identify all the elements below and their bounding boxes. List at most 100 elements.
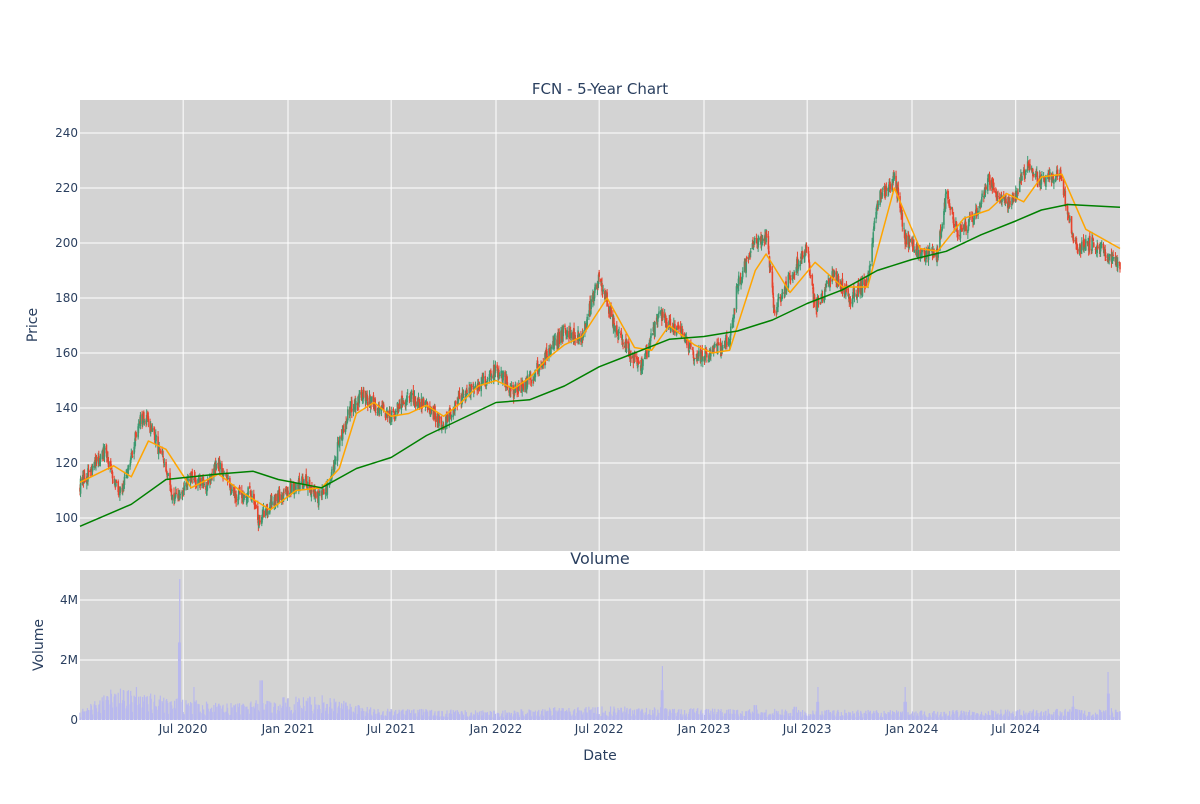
volume-bar <box>503 717 504 720</box>
volume-bar <box>850 712 851 720</box>
volume-bar <box>224 713 225 720</box>
volume-bar <box>682 714 683 720</box>
price-y-tick-label: 180 <box>55 291 78 305</box>
candle <box>207 480 209 486</box>
volume-bar <box>108 700 109 720</box>
volume-bar <box>435 715 436 720</box>
volume-bar <box>607 716 608 720</box>
volume-bar <box>547 711 548 720</box>
volume-bar <box>319 709 320 720</box>
volume-bar <box>1025 713 1026 720</box>
volume-bar <box>710 711 711 720</box>
volume-bar <box>395 710 396 720</box>
volume-bar <box>738 716 739 720</box>
volume-bar <box>878 713 879 720</box>
volume-bar <box>630 716 631 720</box>
volume-bar <box>479 712 480 720</box>
volume-bar <box>399 712 400 720</box>
volume-bar <box>962 713 963 720</box>
volume-bar <box>974 712 975 720</box>
x-tick-label: Jan 2022 <box>469 722 523 736</box>
volume-bar <box>993 717 994 720</box>
x-tick-label: Jul 2021 <box>366 722 416 736</box>
volume-bar <box>599 714 600 720</box>
volume-bar <box>946 713 947 720</box>
volume-bar <box>120 689 121 720</box>
volume-bar <box>339 708 340 720</box>
volume-bar <box>204 714 205 720</box>
volume-bar <box>950 717 951 720</box>
volume-bar <box>694 713 695 720</box>
volume-bar <box>706 709 707 720</box>
volume-bar <box>826 710 827 720</box>
volume-bar <box>491 712 492 720</box>
volume-bar <box>443 717 444 720</box>
volume-bar <box>335 702 336 720</box>
volume-bar <box>451 714 452 720</box>
volume-bar <box>523 715 524 720</box>
volume-bar <box>834 715 835 720</box>
volume-bar <box>543 716 544 720</box>
volume-bar <box>563 708 564 720</box>
volume-bar <box>156 706 157 720</box>
volume-bar <box>144 695 145 720</box>
volume-bar <box>642 713 643 720</box>
volume-bar <box>746 711 747 720</box>
volume-bar <box>1113 717 1114 720</box>
volume-bar <box>611 714 612 720</box>
volume-bar <box>918 716 919 720</box>
volume-bar <box>551 716 552 720</box>
volume-bar <box>985 714 986 720</box>
volume-bar <box>1005 712 1006 720</box>
volume-bar <box>427 712 428 720</box>
volume-bar <box>1029 711 1030 720</box>
volume-bar <box>1013 717 1014 720</box>
volume-bar <box>754 705 755 720</box>
volume-bar <box>283 697 284 720</box>
volume-bar <box>507 713 508 720</box>
volume-bar <box>216 707 217 720</box>
volume-bar <box>343 701 344 720</box>
volume-bar <box>287 698 288 720</box>
volume-bar <box>842 715 843 720</box>
volume-bar <box>1085 717 1086 720</box>
volume-bar <box>475 710 476 720</box>
volume-bar <box>423 712 424 720</box>
volume-bar <box>646 715 647 720</box>
volume-bar <box>351 712 352 720</box>
volume-bar <box>666 709 667 720</box>
volume-bar <box>327 714 328 720</box>
volume-bar <box>251 707 252 720</box>
volume-bar <box>407 709 408 720</box>
volume-bar <box>579 710 580 720</box>
x-axis-label: Date <box>583 748 616 764</box>
volume-y-tick-label: 2M <box>60 653 78 667</box>
volume-bar <box>810 714 811 720</box>
volume-bar <box>662 690 663 720</box>
volume-bar <box>770 715 771 720</box>
price-y-tick-label: 200 <box>55 236 78 250</box>
volume-bar <box>140 696 141 720</box>
candle <box>1077 249 1079 255</box>
volume-bar <box>1081 710 1082 720</box>
volume-bar <box>567 712 568 720</box>
volume-bar <box>355 706 356 720</box>
volume-bar <box>1097 715 1098 720</box>
x-tick-label: Jul 2020 <box>158 722 208 736</box>
volume-bar <box>758 714 759 720</box>
volume-bar <box>267 701 268 720</box>
volume-bar <box>228 713 229 720</box>
candle <box>295 483 297 494</box>
volume-bar <box>363 711 364 720</box>
volume-bar <box>1093 717 1094 720</box>
volume-bar <box>774 709 775 720</box>
volume-bar <box>271 713 272 720</box>
volume-bar <box>463 715 464 720</box>
volume-bar <box>794 707 795 720</box>
volume-bar <box>782 715 783 720</box>
volume-bar <box>997 713 998 720</box>
volume-bar <box>315 705 316 720</box>
candle <box>315 491 317 498</box>
volume-bar <box>958 717 959 720</box>
